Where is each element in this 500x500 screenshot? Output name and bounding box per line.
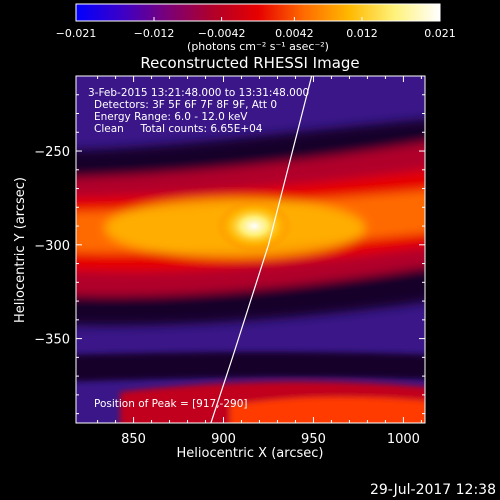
solar-limb-line: [210, 76, 313, 423]
footer-timestamp: 29-Jul-2017 12:38: [370, 482, 496, 498]
bottom-dark: [76, 351, 425, 382]
colorbar-units: (photons cm⁻² s⁻¹ asec⁻²): [187, 40, 329, 53]
colorbar: −0.021 −0.012 −0.0042 0.0042 0.012 0.021 (pho…: [56, 3, 456, 53]
x-axis-ticks: 850 900 950 1000: [97, 76, 422, 447]
colorbar-frame: [75, 3, 441, 22]
annotation-detectors: Detectors: 3F 5F 6F 7F 8F 9F, Att 0: [94, 99, 277, 111]
colorbar-tick-label: 0.0042: [275, 27, 314, 40]
y-tick-label: −250: [34, 145, 70, 160]
colorbar-tick-label: −0.021: [56, 27, 97, 40]
chart-title: Reconstructed RHESSI Image: [140, 54, 359, 72]
bottom-blob: [76, 351, 425, 423]
colorbar-tick-label: 0.012: [346, 27, 378, 40]
bottom-orange: [230, 397, 425, 423]
x-axis-label: Heliocentric X (arcsec): [177, 446, 324, 461]
x-tick-label: 900: [211, 432, 236, 447]
annotation-block: 3-Feb-2015 13:21:48.000 to 13:31:48.000 …: [88, 87, 309, 410]
plot-frame: [75, 75, 426, 424]
y-tick-label: −350: [34, 333, 70, 348]
y-axis-ticks: −250 −300 −350: [34, 75, 425, 415]
annotation-time-range: 3-Feb-2015 13:21:48.000 to 13:31:48.000: [88, 87, 309, 99]
annotation-peak-position: Position of Peak = [917,-290]: [94, 398, 248, 410]
y-axis-label: Heliocentric Y (arcsec): [13, 177, 28, 323]
annotation-energy-range: Energy Range: 6.0 - 12.0 keV: [94, 111, 248, 123]
x-tick-label: 1000: [387, 432, 420, 447]
colorbar-ticks: −0.021 −0.012 −0.0042 0.0042 0.012 0.021: [56, 17, 456, 40]
colorbar-tick-label: −0.0042: [198, 27, 246, 40]
heatmap-image: [76, 76, 425, 423]
x-tick-label: 850: [121, 432, 146, 447]
annotation-clean-counts: Clean Total counts: 6.65E+04: [94, 123, 263, 135]
colorbar-tick-label: 0.021: [424, 27, 456, 40]
peak-source: [216, 200, 293, 253]
y-tick-label: −300: [34, 239, 70, 254]
colorbar-tick-label: −0.012: [134, 27, 175, 40]
colorbar-strip: [76, 4, 440, 21]
x-tick-label: 950: [301, 432, 326, 447]
